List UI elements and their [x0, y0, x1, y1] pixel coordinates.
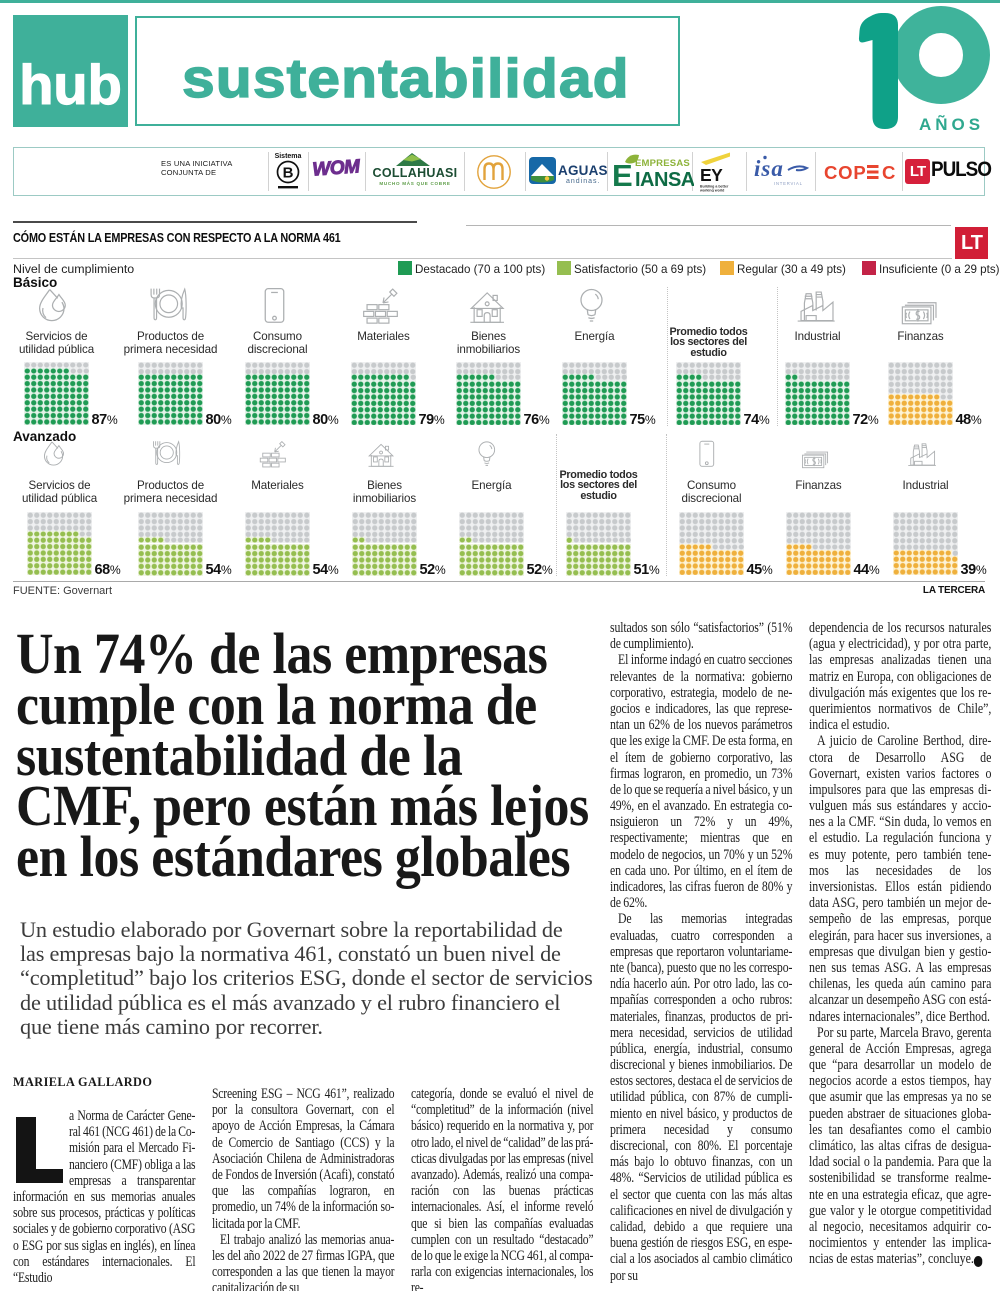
svg-text:EMPRESAS: EMPRESAS — [635, 158, 690, 169]
svg-text:EY: EY — [700, 165, 723, 185]
svg-text:B: B — [283, 165, 294, 182]
svg-text:INTERVIAL: INTERVIAL — [774, 181, 803, 186]
svg-text:C: C — [882, 162, 895, 183]
svg-text:IANSA: IANSA — [635, 169, 694, 191]
svg-text:MUCHO MÁS QUE COBRE: MUCHO MÁS QUE COBRE — [379, 180, 450, 186]
svg-text:COP: COP — [824, 162, 867, 183]
svg-text:andinas.: andinas. — [566, 178, 600, 185]
svg-text:working world: working world — [699, 189, 724, 193]
svg-text:E: E — [612, 158, 633, 192]
svg-text:AGUAS: AGUAS — [558, 163, 608, 178]
svg-text:Building a better: Building a better — [700, 185, 729, 189]
svg-text:Sistema: Sistema — [275, 153, 302, 160]
svg-text:COLLAHUASI: COLLAHUASI — [373, 166, 458, 180]
svg-text:AÑOS: AÑOS — [919, 114, 984, 134]
svg-text:isa: isa — [754, 156, 784, 181]
